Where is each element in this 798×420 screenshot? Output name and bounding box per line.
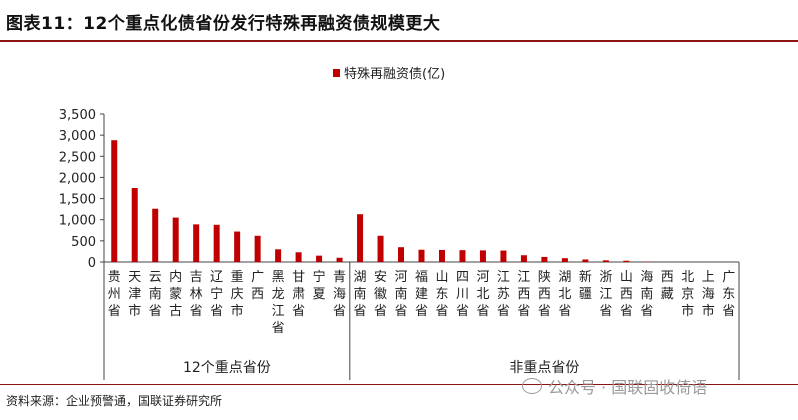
bar: [500, 250, 507, 262]
y-tick-label: 2,500: [59, 150, 96, 165]
category-label: 山西省: [620, 270, 633, 319]
category-label: 内蒙古: [169, 269, 182, 319]
y-tick-label: 0: [88, 256, 96, 271]
bar: [582, 259, 589, 262]
category-label: 河北省: [476, 270, 489, 319]
category-label: 陕西省: [538, 270, 551, 319]
category-labels: 贵州省天津市云南省内蒙古吉林省辽宁省重庆市广西黑龙江省甘肃省宁夏青海省湖南省安徽…: [108, 269, 736, 336]
category-label: 江苏省: [497, 270, 510, 319]
bar: [602, 260, 609, 262]
y-tick-label: 3,000: [59, 129, 96, 144]
category-label: 上海市: [702, 270, 715, 319]
category-label: 贵州省: [108, 270, 121, 319]
bar: [111, 140, 118, 262]
bar: [459, 250, 466, 262]
y-tick-label: 1,000: [59, 214, 96, 229]
bar: [520, 255, 527, 262]
source-note: 资料来源：企业预警通，国联证券研究所: [6, 394, 223, 408]
category-label: 福建省: [415, 270, 428, 319]
bar: [254, 235, 261, 262]
category-label: 云南省: [149, 270, 162, 319]
bars: [111, 140, 650, 262]
category-label: 安徽省: [374, 270, 387, 319]
category-label: 河南省: [395, 270, 408, 319]
bar: [418, 249, 425, 262]
bar: [623, 260, 630, 262]
category-label: 浙江省: [599, 270, 612, 319]
bar: [295, 252, 302, 262]
bar: [541, 256, 548, 262]
watermark-text: 公众号 · 国联固收倚语: [548, 378, 708, 397]
bar: [234, 231, 241, 262]
bar: [561, 258, 568, 262]
title-bar: 图表11：12个重点化债省份发行特殊再融资债规模更大: [0, 0, 798, 40]
group-label: 12个重点省份: [183, 360, 271, 376]
category-label: 四川省: [456, 270, 469, 319]
category-label: 黑龙江省: [272, 270, 285, 336]
y-tick-label: 3,500: [59, 108, 96, 123]
group-labels: 12个重点省份 非重点省份: [103, 262, 740, 380]
category-label: 天津市: [128, 270, 141, 319]
source-rule: [0, 384, 798, 385]
bar: [152, 208, 159, 262]
category-label: 吉林省: [190, 270, 203, 319]
category-label: 甘肃省: [292, 270, 305, 319]
category-label: 山东省: [435, 270, 448, 319]
bar: [316, 255, 323, 262]
category-label: 湖北省: [558, 270, 571, 319]
bar: [131, 188, 138, 262]
watermark: 公众号 · 国联固收倚语: [522, 374, 707, 398]
bar: [398, 247, 405, 262]
category-label: 广东省: [722, 270, 735, 319]
y-tick-label: 2,000: [59, 171, 96, 186]
legend-swatch: [333, 69, 340, 77]
bar: [213, 224, 220, 262]
bar: [275, 249, 282, 262]
wechat-icon: [522, 378, 542, 394]
legend: 特殊再融资债(亿): [333, 67, 445, 82]
bar: [172, 217, 179, 262]
bar: [357, 214, 364, 262]
title-underline: [0, 40, 798, 42]
legend-label: 特殊再融资债(亿): [344, 67, 445, 82]
category-label: 江西省: [517, 270, 530, 319]
category-label: 湖南省: [354, 270, 367, 319]
category-label: 重庆市: [231, 269, 244, 319]
bar-chart: 特殊再融资债(亿) 0 500 1,000 1,500 2,000 2,500 3,000 3…: [59, 67, 740, 380]
category-label: 辽宁省: [210, 270, 223, 319]
bar: [193, 224, 200, 262]
group-label: 非重点省份: [509, 360, 579, 376]
figure-title: 图表11：12个重点化债省份发行特殊再融资债规模更大: [6, 14, 441, 34]
category-label: 西藏: [661, 270, 674, 302]
bar: [479, 250, 486, 262]
bar: [438, 249, 445, 262]
category-label: 北京市: [681, 270, 694, 319]
category-label: 宁夏: [313, 269, 326, 302]
bar: [377, 235, 384, 262]
axes: 0 500 1,000 1,500 2,000 2,500 3,000 3,500: [59, 108, 739, 271]
y-tick-label: 1,500: [59, 193, 96, 208]
category-label: 新疆: [579, 269, 592, 302]
bar: [336, 257, 343, 262]
y-tick-label: 500: [71, 235, 96, 250]
category-label: 广西: [251, 270, 264, 302]
category-label: 海南省: [640, 270, 653, 319]
category-label: 青海省: [333, 270, 346, 319]
